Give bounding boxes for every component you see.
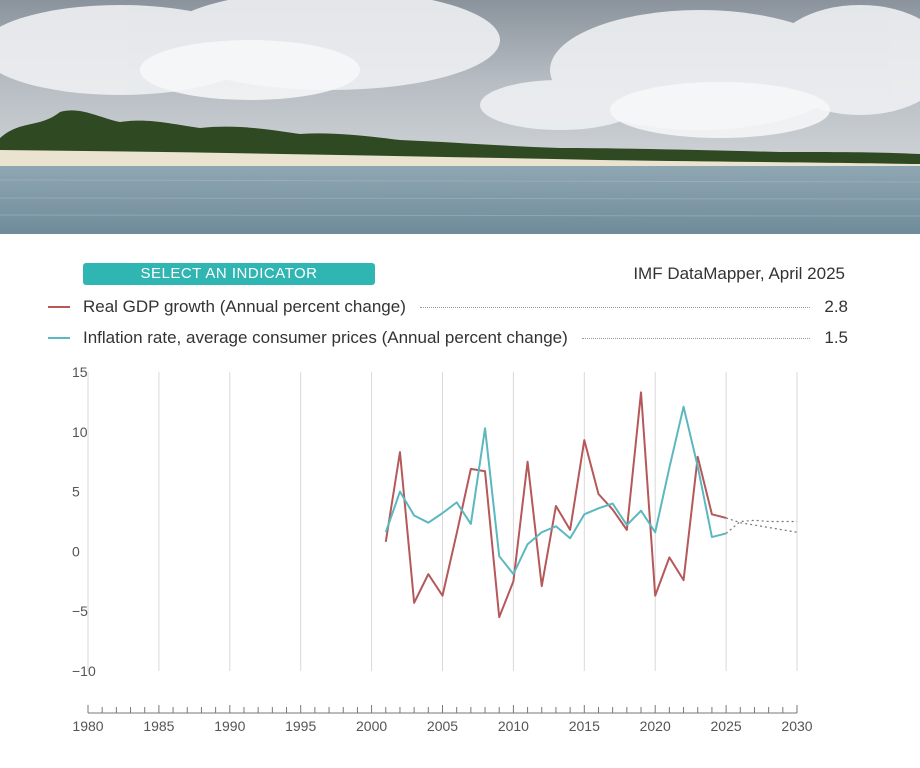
legend-leader-line: [582, 338, 810, 339]
x-tick-label: 1990: [214, 718, 245, 734]
x-tick-label: 2015: [569, 718, 600, 734]
series-line-gdp: [384, 391, 727, 619]
x-tick-label: 1985: [143, 718, 174, 734]
legend-label: Real GDP growth (Annual percent change): [83, 297, 406, 316]
y-tick-label: −5: [72, 603, 88, 619]
x-tick-label: 2005: [427, 718, 458, 734]
series-lines: [384, 391, 798, 619]
series-line-inflation: [384, 405, 727, 576]
legend-swatch-gdp: [48, 306, 70, 308]
line-chart[interactable]: 15 10 5 0 −5 −10 1980 1985 1990 1995 2000 2005 2010…: [0, 360, 920, 768]
legend-item-inflation[interactable]: Inflation rate, average consumer prices …: [48, 326, 848, 350]
legend-leader-line: [420, 307, 810, 308]
y-tick-label: 10: [72, 424, 88, 440]
x-tick-label: 2000: [356, 718, 387, 734]
y-tick-label: 0: [72, 543, 80, 559]
legend-label: Inflation rate, average consumer prices …: [83, 328, 568, 347]
y-tick-label: 15: [72, 364, 88, 380]
projection-line-gdp: [725, 517, 798, 533]
x-axis: 1980 1985 1990 1995 2000 2005 2010 2015 2020 2025…: [72, 705, 813, 734]
x-tick-label: 1980: [72, 718, 103, 734]
y-tick-label: 5: [72, 484, 80, 500]
grid-lines: [87, 372, 798, 671]
projection-line-inflation: [725, 519, 797, 534]
legend-item-gdp[interactable]: Real GDP growth (Annual percent change) …: [48, 295, 848, 319]
x-tick-label: 2030: [781, 718, 812, 734]
y-tick-label: −10: [72, 663, 96, 679]
select-indicator-button[interactable]: SELECT AN INDICATOR: [83, 263, 375, 285]
hero-photo-island: [0, 0, 920, 234]
x-tick-label: 2010: [498, 718, 529, 734]
x-tick-label: 2025: [711, 718, 742, 734]
legend-value: 2.8: [824, 297, 848, 316]
source-label: IMF DataMapper, April 2025: [633, 264, 845, 283]
y-axis-tick-labels: 15 10 5 0 −5 −10: [72, 364, 96, 679]
legend-value: 1.5: [824, 328, 848, 347]
legend-swatch-inflation: [48, 337, 70, 339]
x-tick-label: 1995: [285, 718, 316, 734]
x-tick-label: 2020: [640, 718, 671, 734]
